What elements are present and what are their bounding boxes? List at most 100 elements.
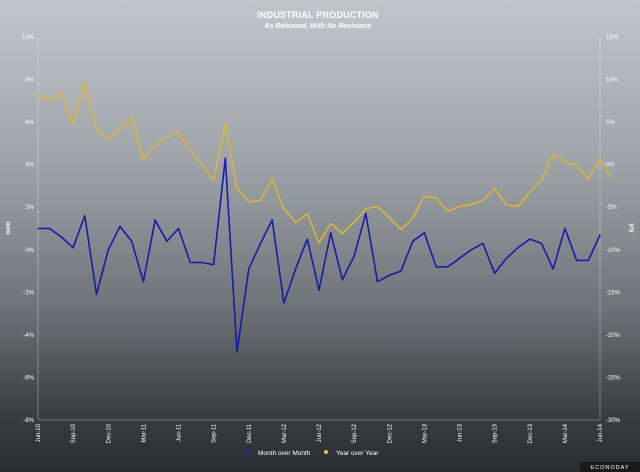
mom-point (72, 247, 74, 249)
mom-point (318, 289, 320, 291)
yoy-point (529, 191, 531, 193)
mom-point (142, 281, 144, 283)
mom-point (49, 227, 51, 230)
mom-point (341, 279, 343, 281)
yoy-point (72, 123, 74, 125)
mom-point (236, 351, 238, 353)
yoy-point (189, 149, 191, 151)
legend-yoy-marker (324, 450, 328, 454)
yoy-point (505, 204, 507, 206)
mom-point (587, 259, 589, 261)
mom-point (376, 281, 379, 283)
mom-point (248, 268, 250, 270)
yoy-point (576, 164, 578, 167)
x-tick-label: Sep-12 (352, 423, 358, 443)
mom-point (599, 234, 601, 236)
x-tick-label: Dec-12 (387, 423, 393, 443)
right-tick-labels: 15% 10% 5% 0% -5% -10% -15% -20% -25% -30% (606, 35, 621, 424)
yoy-point (564, 160, 566, 162)
yoy-point (400, 228, 402, 230)
right-tick-label: 5% (606, 120, 615, 126)
yoy-point (494, 187, 496, 190)
mom-point (412, 240, 414, 242)
mom-point (189, 261, 191, 264)
x-tick-label: Dec-13 (528, 423, 534, 443)
mom-point (482, 242, 484, 244)
yoy-point (295, 221, 297, 224)
yoy-point (37, 94, 39, 96)
right-tick-label: 0% (606, 163, 615, 169)
left-tick-label: 2% (25, 205, 34, 211)
yoy-point (224, 123, 226, 125)
chart-title: INDUSTRIAL PRODUCTION (257, 10, 379, 20)
yoy-point (540, 179, 543, 181)
mom-point (400, 270, 402, 272)
left-tick-label: -8% (23, 418, 34, 424)
mom-point (365, 213, 367, 215)
mom-point (505, 257, 507, 259)
yoy-point (470, 204, 472, 206)
mom-point (119, 225, 121, 227)
yoy-point (517, 205, 519, 207)
series-month-over-month (37, 157, 601, 353)
yoy-point (435, 197, 437, 199)
left-tick-label: -4% (23, 333, 34, 339)
x-tick-label: Sep-10 (71, 423, 77, 443)
mom-point (154, 219, 156, 221)
mom-point (95, 293, 98, 296)
mom-point (388, 274, 390, 276)
mom-point (131, 240, 133, 242)
yoy-point (365, 208, 367, 210)
brand-label: ECONODAY (590, 465, 629, 471)
right-tick-label: 15% (606, 35, 619, 41)
yoy-point (318, 242, 320, 244)
right-tick-label: -10% (606, 248, 621, 254)
x-tick-labels: Jun-10 Sep-10 Dec-10 Mar-11 Jun-11 Sep-11 Dec-… (36, 423, 604, 443)
yoy-point (142, 159, 144, 161)
x-tick-label: Jun-13 (458, 423, 464, 442)
legend-mom-label: Month over Month (258, 450, 311, 457)
mom-point (540, 242, 543, 244)
mom-point (494, 272, 496, 274)
brand-box (580, 462, 640, 472)
yoy-point (353, 221, 355, 224)
left-tick-label: 4% (25, 163, 34, 169)
mom-point (201, 261, 203, 264)
yoy-point (107, 138, 109, 140)
mom-point (259, 242, 262, 244)
right-tick-label: -25% (606, 375, 621, 381)
yoy-point (611, 177, 613, 179)
mom-point (107, 249, 109, 251)
legend: Month over Month Year over Year (246, 450, 379, 457)
yoy-point (213, 180, 215, 182)
x-tick-label: Mar-11 (141, 423, 147, 442)
right-tick-label: -30% (606, 418, 621, 424)
right-tick-label: -15% (606, 290, 621, 296)
yoy-point (201, 164, 203, 166)
yoy-point (458, 205, 461, 207)
left-tick-label: -6% (23, 375, 34, 381)
mom-point (435, 266, 437, 268)
x-tick-label: Jun-14 (598, 423, 604, 442)
left-tick-label: 10% (22, 35, 35, 41)
x-tick-label: Mar-13 (422, 423, 428, 443)
mom-point (529, 238, 531, 240)
yoy-point (423, 195, 425, 197)
mom-point (37, 227, 39, 230)
mom-point (166, 240, 168, 242)
mom-point (552, 268, 554, 270)
legend-mom-marker (246, 450, 250, 454)
yoy-point (283, 208, 285, 210)
yoy-point (49, 100, 51, 102)
x-tick-label: Sep-11 (212, 423, 218, 443)
yoy-point (341, 233, 343, 235)
right-tick-label: 10% (606, 78, 619, 84)
yoy-point (60, 92, 63, 94)
yoy-point (587, 178, 589, 180)
mom-point (576, 259, 578, 261)
left-axis-label: m/m (5, 221, 12, 235)
x-tick-label: Mar-14 (563, 423, 569, 443)
mom-point (177, 227, 180, 230)
mom-line (38, 157, 601, 353)
